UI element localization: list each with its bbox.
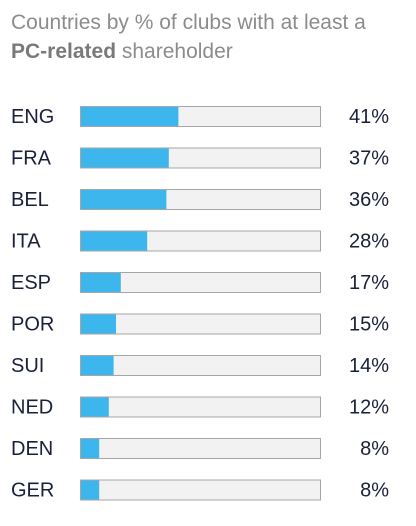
value-label: 15% (349, 314, 389, 336)
category-label: GER (11, 480, 54, 502)
bar-track (80, 396, 321, 418)
chart-title-line2: PC-related shareholder (11, 37, 411, 66)
bar-track (80, 272, 321, 293)
category-label: POR (11, 314, 54, 336)
bar (81, 273, 121, 292)
category-label: BEL (11, 189, 49, 211)
bar (81, 231, 148, 251)
bar (81, 356, 114, 375)
bar-row: BEL 36% (11, 189, 389, 211)
chart-title: Countries by % of clubs with at least a … (11, 8, 411, 66)
bar-row: POR 15% (11, 313, 389, 336)
value-label: 28% (349, 231, 389, 253)
value-label: 8% (360, 480, 389, 502)
bar (81, 107, 179, 126)
category-label: ITA (11, 231, 41, 253)
bar-row: DEN 8% (11, 438, 389, 460)
category-label: SUI (11, 355, 44, 377)
category-label: DEN (11, 438, 53, 460)
category-label: ESP (11, 272, 51, 294)
bar-track (80, 479, 321, 501)
bar-row: ITA 28% (11, 230, 389, 253)
bar-row: ESP 17% (11, 272, 389, 294)
category-label: FRA (11, 148, 52, 170)
value-label: 12% (349, 397, 389, 419)
bar (81, 314, 116, 334)
bar-row: NED 12% (11, 396, 389, 419)
bar-track (80, 355, 321, 376)
chart-title-bold: PC-related (11, 40, 117, 63)
value-label: 8% (360, 438, 389, 460)
bar-row: GER 8% (11, 479, 389, 502)
bar (81, 480, 100, 500)
category-label: NED (11, 397, 53, 419)
category-label: ENG (11, 106, 54, 128)
bar-row: SUI 14% (11, 355, 389, 377)
bar (81, 439, 100, 458)
value-label: 41% (349, 106, 389, 128)
value-label: 37% (349, 148, 389, 170)
chart-title-rest: shareholder (116, 40, 233, 63)
bar-track (80, 438, 321, 459)
value-label: 36% (349, 189, 389, 211)
value-label: 17% (349, 272, 389, 294)
bar (81, 190, 167, 209)
bar-track (80, 313, 321, 335)
bar (81, 397, 109, 417)
bar (81, 148, 169, 168)
chart-title-line1: Countries by % of clubs with at least a (11, 11, 366, 34)
bar-row: ENG 41% (11, 106, 389, 128)
value-label: 14% (349, 355, 389, 377)
bar-row: FRA 37% (11, 147, 389, 170)
